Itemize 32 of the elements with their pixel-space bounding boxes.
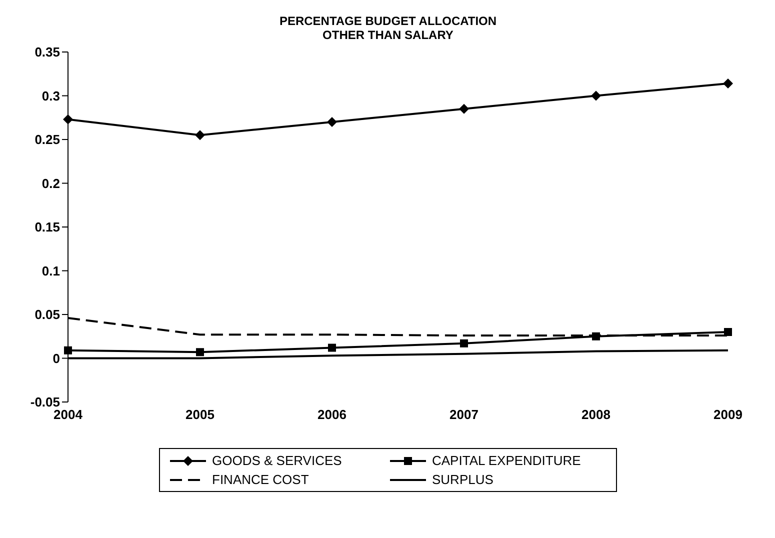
legend-label: GOODS & SERVICES [212,453,342,468]
y-tick-label: 0.35 [34,44,60,60]
point [327,117,337,127]
legend-label: FINANCE COST [212,472,309,487]
y-tick-label: 0.25 [34,132,60,148]
point [724,328,732,336]
x-tick-label: 2009 [714,407,742,422]
x-tick-label: 2008 [582,407,610,422]
point [592,332,600,340]
legend-label: CAPITAL EXPENDITURE [432,453,581,468]
point [459,104,469,114]
point [195,130,205,140]
legend-label: SURPLUS [432,472,494,487]
chart-title: PERCENTAGE BUDGET ALLOCATION OTHER THAN SALARY [278,14,498,42]
y-tick-label: 0.3 [42,88,60,104]
x-tick-label: 2006 [318,407,346,422]
x-tick-label: 2007 [450,407,478,422]
y-tick-label: 0.1 [42,263,60,278]
point [63,114,73,124]
y-tick-label: 0 [52,350,60,366]
y-tick-label: -0.05 [30,394,60,410]
x-tick-label: 2004 [54,407,84,422]
x-tick-label: 2005 [186,407,214,422]
point [460,339,468,348]
y-tick-label: 0.15 [34,220,60,235]
point [591,90,601,101]
point [723,78,733,88]
point [196,348,204,356]
point [64,346,72,354]
y-tick-label: 0.2 [42,176,60,191]
y-tick-label: 0.05 [34,307,60,322]
point [328,344,336,352]
